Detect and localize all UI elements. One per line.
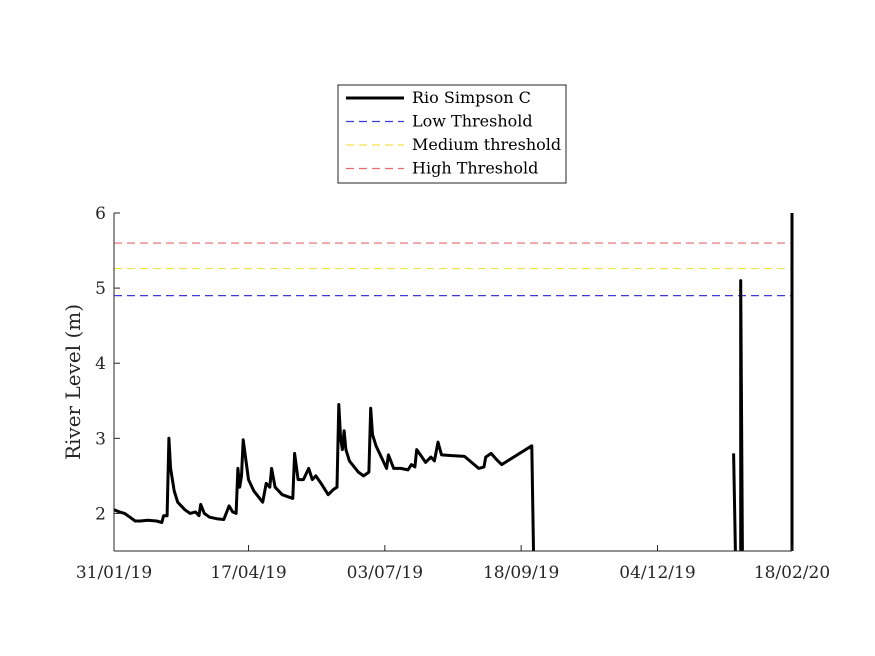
x-tick-label-1: 31/01/19 [76, 563, 152, 583]
legend-label-rio-simpson-c: Rio Simpson C [412, 88, 531, 107]
y-tick-label-2: 2 [95, 504, 106, 524]
y-axis-label: River Level (m) [61, 304, 85, 460]
legend-label-low-threshold: Low Threshold [412, 112, 533, 131]
x-tick-label-5: 04/12/19 [619, 563, 695, 583]
plot-area [113, 213, 794, 552]
legend: Rio Simpson C Low Threshold Medium thresho… [337, 84, 567, 184]
legend-label-medium-threshold: Medium threshold [412, 135, 561, 154]
y-tick-label-6: 6 [95, 204, 106, 224]
legend-label-high-threshold: High Threshold [412, 159, 538, 178]
x-tick-label-2: 17/04/19 [210, 563, 286, 583]
legend-box [337, 84, 567, 184]
rio-simpson-c-series-segment-3 [739, 279, 744, 552]
axes: 2 3 4 5 6 31/01/19 17/04/19 03/07/19 18/09/19 04/… [61, 204, 830, 583]
x-tick-label-3: 03/07/19 [347, 563, 423, 583]
y-tick-label-3: 3 [95, 429, 106, 449]
rio-simpson-c-series-segment-2 [732, 453, 737, 552]
x-tick-label-4: 18/09/19 [483, 563, 559, 583]
x-tick-label-6: 18/02/20 [754, 563, 830, 583]
y-tick-label-5: 5 [95, 279, 106, 299]
rio-simpson-c-series-segment-1 [113, 403, 535, 552]
y-tick-label-4: 4 [95, 354, 106, 374]
